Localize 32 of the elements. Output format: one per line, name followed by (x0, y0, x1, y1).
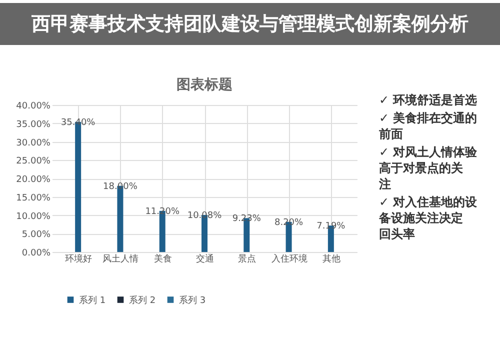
legend-label: 系列 2 (129, 294, 156, 306)
data-label: 8.20% (274, 218, 304, 228)
text: ✓ 对入住基地的设备设施关注决定回头率 (378, 195, 478, 241)
x-tick-label: 景点 (238, 254, 256, 264)
data-label: 11.20% (145, 206, 180, 217)
y-tick-label: 20.00% (16, 175, 51, 185)
x-tick-label: 环境好 (65, 254, 92, 264)
legend-label: 系列 1 (79, 294, 106, 306)
x-tick-label: 风土人情 (102, 254, 139, 264)
chart-subtitle: 西甲赛事技术支持团队建设与管理模式创新案例分析 (30, 13, 468, 35)
x-tick-label: 入住环境 (271, 254, 308, 264)
data-label: 18.00% (103, 182, 138, 192)
data-label: 10.08% (187, 210, 222, 221)
text: ✓ 美食排在交通的前面 (378, 111, 478, 141)
legend-label: 系列 3 (179, 294, 206, 306)
chart-title: 图表标题 (176, 77, 232, 93)
data-label: 7.19% (316, 222, 346, 232)
y-tick-label: 5.00% (22, 230, 51, 240)
y-tick-label: 35.00% (16, 120, 51, 130)
y-tick-label: 10.00% (16, 212, 51, 222)
y-tick-label: 0.00% (22, 248, 51, 258)
y-tick-label: 15.00% (16, 193, 51, 204)
x-tick-label: 美食 (154, 254, 172, 264)
y-tick-label: 40.00% (16, 102, 51, 112)
text: ✓ 对风土人情体验高于对景点的关注 (378, 145, 478, 191)
x-tick-label: 其他 (322, 254, 340, 264)
data-label: 9.23% (232, 214, 262, 224)
y-tick-label: 30.00% (16, 138, 51, 148)
y-tick-label: 25.00% (16, 156, 51, 167)
x-tick-label: 交通 (196, 254, 214, 264)
data-label: 35.40% (60, 118, 96, 128)
text: ✓ 环境舒适是首选 (379, 93, 478, 107)
